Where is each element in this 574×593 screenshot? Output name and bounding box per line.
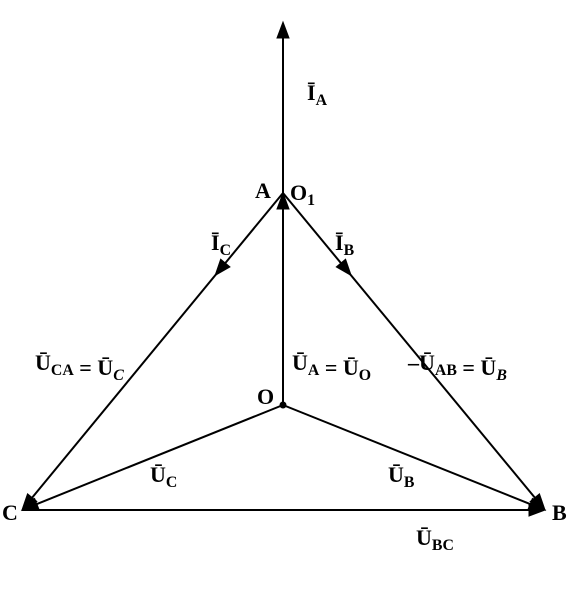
label-UAB: –ŪAB = ŪB: [407, 350, 507, 384]
vector-diagram: A O1 B C O ĪA ĪB ĪC ŪA = ŪO ŪB ŪC ŪBC ŪCA =…: [0, 0, 574, 593]
label-UC: ŪC: [150, 462, 177, 491]
label-UBC: ŪBC: [416, 525, 454, 554]
label-B: B: [552, 500, 567, 525]
vec-IA-head: [277, 22, 289, 38]
vec-AB-line: [283, 193, 535, 498]
label-A: A: [255, 178, 271, 203]
label-O: O: [257, 384, 274, 409]
label-IB: ĪB: [335, 230, 355, 259]
label-UA: ŪA = ŪO: [292, 350, 371, 384]
label-O1: O1: [290, 180, 315, 209]
label-IA: ĪA: [307, 80, 328, 109]
label-IC: ĪC: [211, 230, 231, 259]
label-UCA: ŪCA = ŪC: [35, 350, 124, 384]
label-C: C: [2, 500, 18, 525]
vec-AC-line: [32, 193, 283, 498]
vec-UC-line: [37, 405, 283, 504]
label-UB: ŪB: [388, 462, 415, 491]
vec-UA-head: [277, 193, 289, 209]
